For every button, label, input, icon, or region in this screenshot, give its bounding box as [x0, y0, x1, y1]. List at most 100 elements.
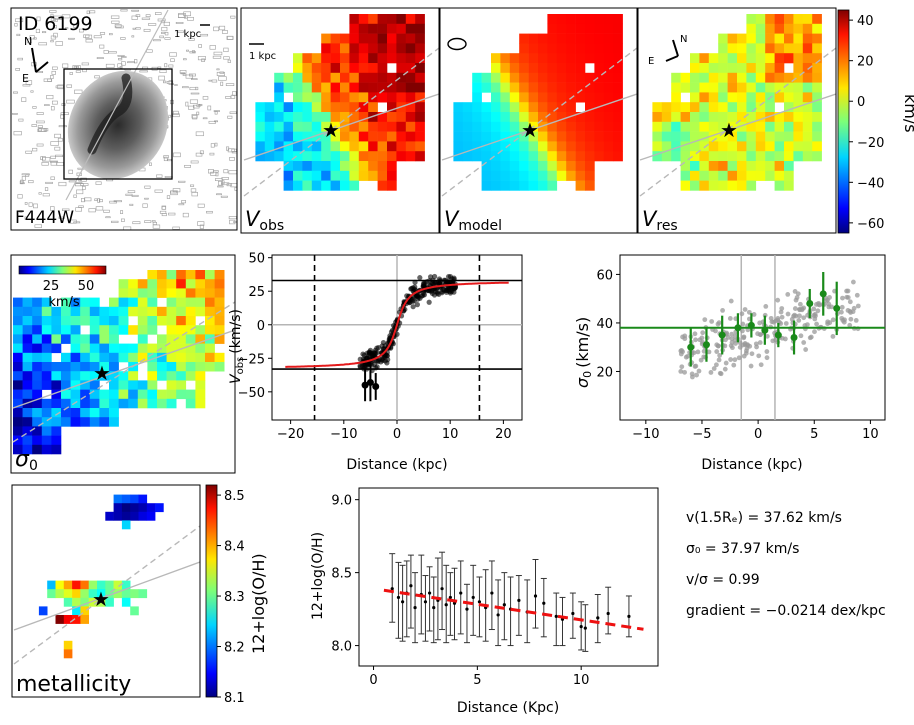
- binned-point: [774, 331, 782, 339]
- velocity-pixel: [556, 43, 567, 54]
- velocity-pixel: [519, 82, 529, 93]
- velocity-pixel: [519, 161, 529, 172]
- dispersion-point: [840, 295, 845, 301]
- noise-contour: [109, 33, 113, 36]
- velocity-pixel: [255, 131, 266, 142]
- rotation-curve-ylabel: Vobs(km/s): [228, 309, 246, 384]
- metallicity-point: [533, 594, 538, 598]
- binned-point: [366, 378, 374, 386]
- dispersion-point: [775, 297, 781, 303]
- metallicity-pixel: [138, 503, 148, 513]
- dispersion-pixel: [195, 398, 206, 409]
- velocity-pixel: [603, 82, 614, 93]
- dispersion-pixel: [109, 417, 119, 427]
- dispersion-pixel: [185, 316, 196, 326]
- dispersion-point: [855, 303, 861, 309]
- dispersion-point: [850, 279, 856, 285]
- dispersion-pixel: [80, 334, 91, 344]
- noise-contour: [197, 203, 205, 208]
- dispersion-point: [739, 311, 745, 317]
- dispersion-point: [749, 351, 755, 357]
- velocity-pixel: [311, 161, 322, 172]
- velocity-point: [417, 275, 423, 281]
- noise-contour: [233, 221, 237, 223]
- dispersion-pixel: [185, 306, 196, 317]
- velocity-pixel: [519, 180, 529, 191]
- velocity-pixel: [556, 112, 567, 123]
- velocity-pixel: [528, 161, 539, 172]
- dispersion-pixel: [51, 389, 62, 400]
- noise-contour: [25, 150, 33, 154]
- binned-point: [687, 343, 695, 351]
- velocity-pixel: [321, 170, 331, 181]
- velocity-pixel: [699, 170, 710, 181]
- noise-contour: [78, 205, 84, 208]
- velocity-pixel: [594, 121, 605, 132]
- velocity-pixel: [396, 151, 407, 162]
- noise-contour: [73, 194, 77, 198]
- y-tick-label: 8.0: [331, 640, 352, 655]
- metallicity-pixel: [47, 589, 56, 599]
- noise-contour: [38, 42, 48, 46]
- zoom-box: [63, 68, 173, 180]
- velocity-pixel: [556, 63, 567, 74]
- velocity-pixel: [453, 151, 464, 162]
- velocity-pixel: [690, 121, 700, 132]
- noise-contour: [66, 99, 75, 104]
- velocity-pixel: [368, 131, 378, 142]
- star-marker-icon: ★: [720, 118, 738, 142]
- velocity-pixel: [519, 131, 529, 142]
- dispersion-pixel: [118, 325, 129, 335]
- velocity-obs-pixels: [255, 14, 425, 191]
- velocity-pixel: [349, 131, 360, 142]
- dispersion-pixel: [185, 343, 196, 354]
- dispersion-pixel: [195, 270, 206, 280]
- velocity-pixel: [481, 131, 492, 142]
- noise-contour: [131, 35, 135, 38]
- noise-contour: [226, 183, 232, 187]
- velocity-pixel: [661, 121, 672, 132]
- velocity-pixel: [594, 92, 605, 103]
- noise-contour: [163, 21, 170, 26]
- dispersion-point: [783, 321, 789, 326]
- velocity-pixel: [566, 161, 576, 172]
- velocity-pixel: [358, 14, 369, 25]
- noise-contour: [114, 24, 122, 28]
- noise-contour: [212, 55, 222, 59]
- metallicity-point: [471, 595, 475, 600]
- velocity-pixel: [358, 151, 369, 162]
- dispersion-pixel: [32, 316, 43, 326]
- velocity-pixel: [812, 141, 822, 152]
- dispersion-pixel: [89, 316, 100, 326]
- velocity-pixel: [377, 121, 388, 132]
- velocity-point: [379, 343, 385, 349]
- noise-contour: [115, 25, 124, 29]
- dispersion-pixel: [32, 306, 43, 317]
- velocity-pixel: [575, 131, 586, 142]
- dispersion-pixel: [41, 435, 52, 446]
- noise-contour: [97, 198, 101, 203]
- noise-contour: [81, 198, 86, 203]
- velocity-pixel: [690, 72, 700, 83]
- dispersion-pixel: [70, 371, 81, 381]
- velocity-point: [427, 274, 434, 280]
- velocity-pixel: [727, 33, 738, 44]
- dispersion-pixel: [137, 279, 148, 289]
- velocity-pixel: [613, 131, 623, 142]
- dispersion-pixel: [89, 334, 100, 344]
- velocity-pixel: [415, 82, 425, 93]
- velocity-pixel: [396, 82, 407, 93]
- velocity-pixel: [575, 53, 586, 64]
- dispersion-pixels: [13, 270, 225, 455]
- dispersion-pixel: [195, 362, 206, 372]
- noise-contour: [199, 224, 204, 229]
- velocity-pixel: [585, 33, 595, 44]
- velocity-pixel: [547, 63, 558, 74]
- noise-contour: [213, 51, 223, 56]
- velocity-pixel: [575, 112, 586, 123]
- velocity-pixel: [774, 180, 785, 191]
- dispersion-pixel: [185, 270, 196, 280]
- dispersion-pixel: [128, 380, 139, 390]
- noise-contour: [213, 26, 219, 32]
- dispersion-pixel: [13, 334, 23, 344]
